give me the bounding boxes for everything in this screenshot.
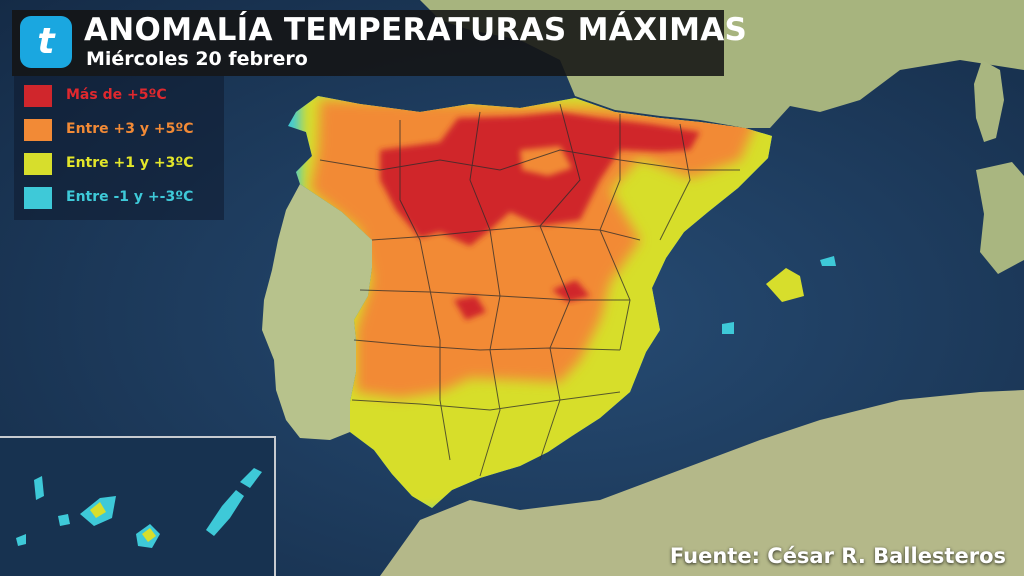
logo-glyph: t — [37, 21, 55, 62]
legend-swatch-hot — [24, 85, 52, 107]
gran-canaria-center — [142, 528, 156, 542]
title-box — [12, 10, 724, 76]
la-gomera-island — [58, 514, 70, 526]
legend-label-warm: Entre +3 y +5ºC — [66, 121, 194, 137]
legend-swatch-mild — [24, 153, 52, 175]
ibiza-island — [722, 322, 734, 334]
legend-label-cool: Entre -1 y +-3ºC — [66, 189, 194, 205]
legend-swatch-cool — [24, 187, 52, 209]
map-title: ANOMALÍA TEMPERATURAS MÁXIMAS — [84, 12, 748, 48]
la-palma-island — [34, 476, 44, 500]
canary-islands — [16, 468, 262, 548]
africa-land — [380, 390, 1024, 576]
portugal-land — [262, 184, 372, 440]
zone-hot-east — [552, 280, 590, 302]
menorca-island — [820, 256, 836, 266]
source-credit: Fuente: César R. Ballesteros — [669, 544, 1006, 568]
legend-label-mild: Entre +1 y +3ºC — [66, 155, 194, 171]
province-borders — [319, 103, 740, 477]
corsica-land — [974, 60, 1004, 142]
tenerife-center — [90, 502, 106, 518]
legend-swatch-warm — [24, 119, 52, 141]
el-hierro-island — [16, 534, 26, 546]
tiempo-logo-icon: t — [20, 16, 72, 68]
map-subtitle: Miércoles 20 febrero — [86, 48, 308, 70]
zone-warm-inner — [520, 146, 572, 176]
legend: Más de +5ºC Entre +3 y +5ºC Entre +1 y +… — [14, 76, 224, 220]
sardinia-land — [976, 162, 1024, 274]
mallorca-island — [766, 268, 804, 302]
legend-label-hot: Más de +5ºC — [66, 87, 167, 103]
lanzarote-island — [240, 468, 262, 488]
zone-hot-center — [454, 296, 486, 320]
fuerteventura-island — [206, 490, 244, 536]
